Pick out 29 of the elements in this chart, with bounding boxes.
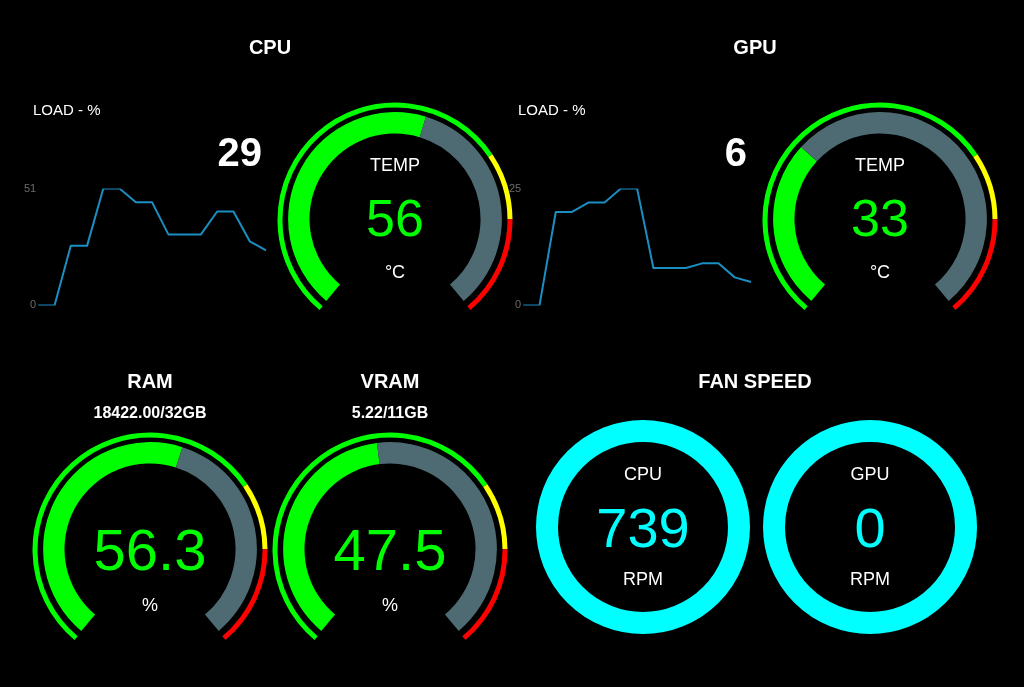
text: 56 (366, 189, 424, 247)
text: % (141, 594, 159, 616)
text: RPM (849, 568, 891, 590)
text: FAN SPEED (697, 369, 813, 393)
text: % (381, 594, 399, 616)
chart-subtitle: 5.22/11GB (350, 402, 430, 422)
text: °C (383, 261, 407, 283)
chart-subtitle: 18422.00/32GB (92, 402, 208, 422)
text: TEMP (854, 155, 905, 175)
text: 56.3 (92, 516, 208, 584)
text: 739 (595, 494, 691, 561)
chart-title: GPU (732, 35, 778, 59)
y-tick-label: 25 (508, 181, 522, 194)
text: 29 (216, 129, 262, 176)
text: 0 (853, 494, 887, 561)
chart-title: VRAM (359, 369, 421, 393)
text: °C (868, 261, 892, 283)
y-tick-label: 51 (23, 181, 37, 194)
y-axis-title: LOAD - % (33, 101, 102, 119)
text: TEMP (369, 155, 420, 175)
text: RPM (622, 568, 664, 590)
text: 47.5 (332, 516, 448, 584)
text: 6 (723, 129, 747, 176)
text: CPU (623, 463, 663, 485)
chart-title: CPU (247, 35, 293, 59)
y-axis-title: LOAD - % (518, 101, 587, 119)
chart-title: RAM (126, 369, 174, 393)
text: GPU (849, 463, 891, 485)
text: 33 (850, 188, 910, 249)
